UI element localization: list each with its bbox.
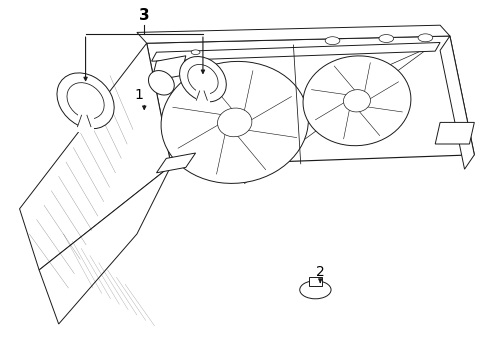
Ellipse shape	[325, 37, 339, 45]
Ellipse shape	[378, 35, 393, 42]
Ellipse shape	[67, 83, 104, 119]
Ellipse shape	[179, 57, 226, 102]
Polygon shape	[196, 83, 209, 105]
Polygon shape	[308, 277, 321, 286]
Polygon shape	[146, 36, 473, 166]
Ellipse shape	[161, 62, 308, 183]
Polygon shape	[156, 153, 195, 173]
Ellipse shape	[303, 56, 410, 146]
Polygon shape	[137, 25, 449, 43]
Polygon shape	[151, 42, 439, 61]
Text: 1: 1	[135, 89, 143, 102]
Polygon shape	[434, 122, 473, 144]
Ellipse shape	[417, 34, 432, 42]
Ellipse shape	[191, 50, 200, 55]
Ellipse shape	[299, 281, 330, 299]
Ellipse shape	[346, 93, 366, 109]
Ellipse shape	[57, 73, 114, 129]
Ellipse shape	[222, 113, 246, 132]
Ellipse shape	[187, 64, 218, 94]
Polygon shape	[439, 36, 473, 169]
Polygon shape	[77, 105, 94, 132]
Polygon shape	[151, 56, 185, 81]
Ellipse shape	[343, 90, 370, 112]
Polygon shape	[39, 166, 171, 324]
Ellipse shape	[148, 71, 174, 95]
Polygon shape	[20, 43, 171, 270]
Text: 2: 2	[315, 265, 324, 279]
Ellipse shape	[217, 108, 251, 137]
Text: 3: 3	[139, 8, 149, 23]
